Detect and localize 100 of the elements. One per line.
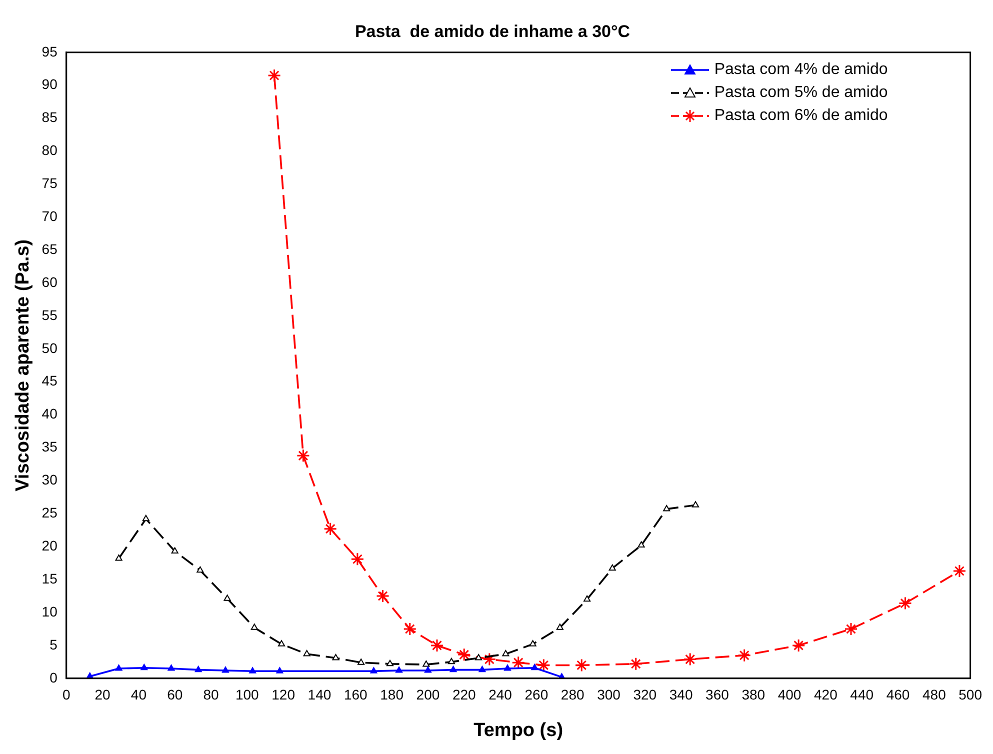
point [529,640,536,646]
y-tick-label: 10 [42,603,58,620]
point [478,666,486,672]
point [370,667,378,674]
legend-label: Pasta com 4% de amido [714,60,888,80]
x-tick-label: 20 [94,686,111,703]
x-tick-label: 500 [958,686,982,703]
point [196,566,204,573]
y-tick-label: 65 [42,240,58,257]
point [430,638,444,652]
point [422,660,430,667]
point [475,654,482,660]
x-tick-label: 300 [597,686,621,703]
legend-label: Pasta com 6% de amido [714,106,888,126]
chart-title: Pasta de amido de inhame a 30°C [354,22,630,41]
point [250,624,258,630]
point [249,667,256,674]
point [424,666,432,673]
y-tick-label: 15 [42,570,58,586]
y-tick-label: 55 [42,306,58,323]
point [952,564,966,578]
point [276,667,284,674]
point [683,652,697,666]
point [168,664,175,671]
x-tick-label: 120 [272,686,296,703]
point [457,648,471,662]
point [278,640,286,646]
x-tick-label: 80 [203,686,219,703]
x-tick-label: 480 [922,686,946,703]
point [556,624,564,630]
point [512,656,526,670]
point [531,664,538,670]
point [638,541,645,548]
x-tick-label: 440 [850,686,874,703]
point [296,448,310,462]
point [403,622,417,636]
point [194,666,202,672]
x-tick-label: 400 [778,686,802,703]
x-tick-label: 420 [814,686,838,703]
y-tick-label: 50 [42,340,58,356]
y-tick-label: 20 [42,537,58,554]
x-tick-label: 0 [62,686,70,703]
point [663,505,670,512]
point [140,664,148,670]
y-tick-label: 5 [50,636,58,652]
legend-label: Pasta com 5% de amido [714,83,888,104]
y-tick-label: 30 [42,472,58,488]
y-tick-label: 80 [42,142,58,158]
x-tick-label: 100 [235,686,260,703]
y-tick-label: 95 [42,43,58,60]
point [608,564,616,571]
x-tick-label: 460 [886,686,910,703]
y-tick-label: 45 [42,372,58,389]
y-tick-label: 90 [42,76,58,92]
point [692,501,700,508]
point [350,552,364,566]
y-tick-label: 35 [42,438,58,455]
x-tick-label: 340 [669,686,693,703]
point [332,654,340,660]
point [268,68,282,82]
point [502,650,510,656]
point [358,658,365,665]
point [142,514,150,522]
x-tick-label: 220 [452,686,476,703]
y-axis-title: Viscosidade aparente (Pa.s) [12,239,34,492]
point [792,638,806,652]
point [115,664,122,671]
x-tick-label: 280 [560,686,584,703]
point [482,652,496,666]
point [115,554,122,561]
point [224,594,231,601]
x-axis-title: Tempo (s) [474,720,564,741]
y-tick-label: 85 [42,109,58,126]
x-tick-label: 240 [488,686,512,703]
point [303,650,310,656]
point [738,648,752,662]
x-tick-label: 200 [416,686,440,703]
point [448,658,455,664]
x-tick-label: 180 [380,686,404,703]
point [324,522,338,536]
point [386,660,394,666]
y-tick-label: 70 [42,208,58,224]
x-tick-label: 320 [633,686,657,703]
y-tick-label: 75 [42,175,58,192]
x-tick-label: 360 [706,686,730,703]
point [898,596,912,610]
point [629,657,643,671]
x-tick-label: 260 [524,686,548,703]
x-tick-label: 40 [130,686,147,703]
y-tick-label: 40 [42,406,58,422]
point [222,666,229,673]
x-tick-label: 160 [344,686,368,703]
y-tick-label: 25 [42,504,58,521]
point [574,658,588,672]
point [584,595,591,602]
point [536,658,550,672]
point [844,622,858,636]
y-tick-label: 0 [50,669,58,686]
y-tick-label: 60 [42,274,58,290]
point [504,664,512,671]
